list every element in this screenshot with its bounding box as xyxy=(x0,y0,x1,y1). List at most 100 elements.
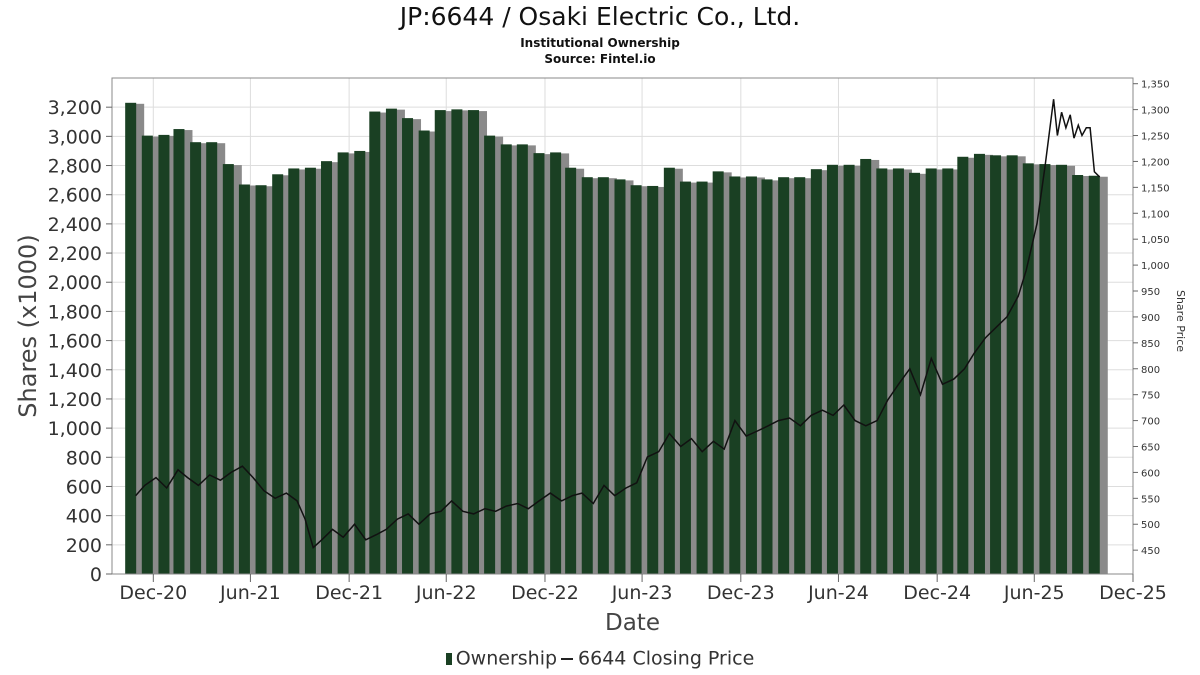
ownership-bar-shadow xyxy=(215,143,226,574)
y2-tick-label: 1,300 xyxy=(1141,106,1170,117)
ownership-bar-shadow xyxy=(1031,164,1042,574)
ownership-bar xyxy=(255,185,267,575)
ownership-bar xyxy=(810,169,822,575)
ownership-bar xyxy=(712,171,724,575)
ownership-bar xyxy=(761,179,773,574)
ownership-bar xyxy=(1056,164,1068,575)
ownership-bar xyxy=(321,161,333,574)
ownership-bar-shadow xyxy=(639,186,650,575)
price-line-group xyxy=(135,99,1101,549)
ownership-bar-shadow xyxy=(688,182,699,574)
y-tick-label: 3,200 xyxy=(48,97,102,119)
ownership-bar-shadow xyxy=(509,145,520,574)
ownership-bar xyxy=(434,110,446,574)
ownership-bar xyxy=(369,111,381,574)
ownership-bar-shadow xyxy=(150,136,161,574)
y2-tick-label: 600 xyxy=(1141,468,1160,479)
ownership-bar xyxy=(647,185,659,574)
ownership-bar-shadow xyxy=(313,168,324,574)
ownership-bar-shadow xyxy=(264,186,275,575)
x-tick-label: Dec-20 xyxy=(119,582,187,604)
y2-tick-label: 1,250 xyxy=(1141,132,1170,143)
ownership-bar xyxy=(614,179,626,574)
legend-ownership: Ownership xyxy=(455,647,558,670)
ownership-bar-shadow xyxy=(1015,156,1026,575)
ownership-bar-shadow xyxy=(247,185,258,574)
chart-subtitle: Institutional Ownership xyxy=(520,36,680,50)
y2-tick-label: 800 xyxy=(1141,365,1160,376)
y-axis-right: 450 500 550 600 650 700 750 800 850 900 950 1,000 1,… xyxy=(1133,80,1170,557)
ownership-bar xyxy=(973,153,985,574)
chart-title: JP:6644 / Osaki Electric Co., Ltd. xyxy=(399,2,801,31)
x-axis: Dec-20 Jun-21 Dec-21 Jun-22 Dec-22 Jun-23 Dec-… xyxy=(119,574,1167,604)
ownership-bar-shadow xyxy=(199,143,210,574)
ownership-bar-shadow xyxy=(330,162,341,574)
y-tick-label: 0 xyxy=(90,564,102,586)
ownership-bar-shadow xyxy=(1081,176,1092,574)
ownership-bar xyxy=(794,177,806,574)
ownership-bar xyxy=(909,172,921,574)
ownership-bar xyxy=(1039,164,1051,574)
x-tick-label: Jun-24 xyxy=(807,582,869,604)
ownership-bar-shadow xyxy=(705,182,716,574)
ownership-bar xyxy=(630,185,642,575)
ownership-bar-shadow xyxy=(721,172,732,575)
y2-tick-label: 1,000 xyxy=(1141,261,1170,272)
ownership-bar-shadow xyxy=(297,169,308,574)
ownership-bar xyxy=(729,176,741,574)
ownership-bar xyxy=(1006,155,1018,575)
y-tick-label: 600 xyxy=(66,476,102,498)
y2-tick-label: 850 xyxy=(1141,339,1160,350)
ownership-bar-shadow xyxy=(525,145,536,574)
y2-tick-label: 1,350 xyxy=(1141,80,1170,91)
ownership-bar xyxy=(565,167,577,574)
ownership-bar xyxy=(892,168,904,574)
ownership-bar xyxy=(190,142,202,574)
ownership-bar-shadow xyxy=(493,136,504,574)
y2-tick-label: 1,150 xyxy=(1141,183,1170,194)
ownership-bar xyxy=(942,168,954,574)
ownership-bar xyxy=(418,130,430,575)
ownership-bar-shadow xyxy=(574,168,585,574)
ownership-bar-shadow xyxy=(934,169,945,574)
ownership-bar xyxy=(696,181,708,574)
ownership-bar xyxy=(125,102,137,575)
y2-tick-label: 650 xyxy=(1141,443,1160,454)
x-tick-label: Jun-22 xyxy=(415,582,477,604)
y-tick-label: 2,800 xyxy=(48,156,102,178)
ownership-bar xyxy=(1022,163,1034,574)
y-tick-label: 1,200 xyxy=(48,389,102,411)
chart-source: Source: Fintel.io xyxy=(544,52,656,66)
ownership-bar-shadow xyxy=(1065,165,1076,575)
ownership-bar-shadow xyxy=(606,178,617,574)
y2-tick-label: 900 xyxy=(1141,313,1160,324)
ownership-bar xyxy=(843,164,855,575)
ownership-bar-shadow xyxy=(966,157,977,574)
ownership-bar xyxy=(158,134,170,575)
y-tick-label: 1,800 xyxy=(48,301,102,323)
y-tick-label: 400 xyxy=(66,506,102,528)
ownership-bar-shadow xyxy=(167,135,178,575)
legend: Ownership 6644 Closing Price xyxy=(0,647,1200,670)
x-tick-label: Jun-23 xyxy=(611,582,673,604)
ownership-bar-shadow xyxy=(1097,176,1108,574)
ownership-bar-shadow xyxy=(819,170,830,575)
ownership-bar-shadow xyxy=(852,165,863,575)
ownership-bar-shadow xyxy=(918,173,929,574)
ownership-bar xyxy=(141,135,153,574)
y-tick-label: 2,000 xyxy=(48,272,102,294)
ownership-bar-shadow xyxy=(378,112,389,574)
ownership-bar xyxy=(337,152,349,574)
ownership-legend-swatch xyxy=(445,652,452,665)
y-axis-label: Shares (x1000) xyxy=(14,234,42,417)
x-tick-label: Dec-24 xyxy=(903,582,971,604)
ownership-bar-shadow xyxy=(542,154,553,575)
x-tick-label: Dec-23 xyxy=(707,582,775,604)
x-tick-label: Jun-21 xyxy=(219,582,281,604)
y-tick-label: 2,600 xyxy=(48,185,102,207)
ownership-bar-shadow xyxy=(885,169,896,574)
ownership-bar xyxy=(468,110,480,574)
ownership-bar-shadow xyxy=(363,151,374,575)
y-tick-label: 200 xyxy=(66,535,102,557)
ownership-bar xyxy=(354,150,366,575)
